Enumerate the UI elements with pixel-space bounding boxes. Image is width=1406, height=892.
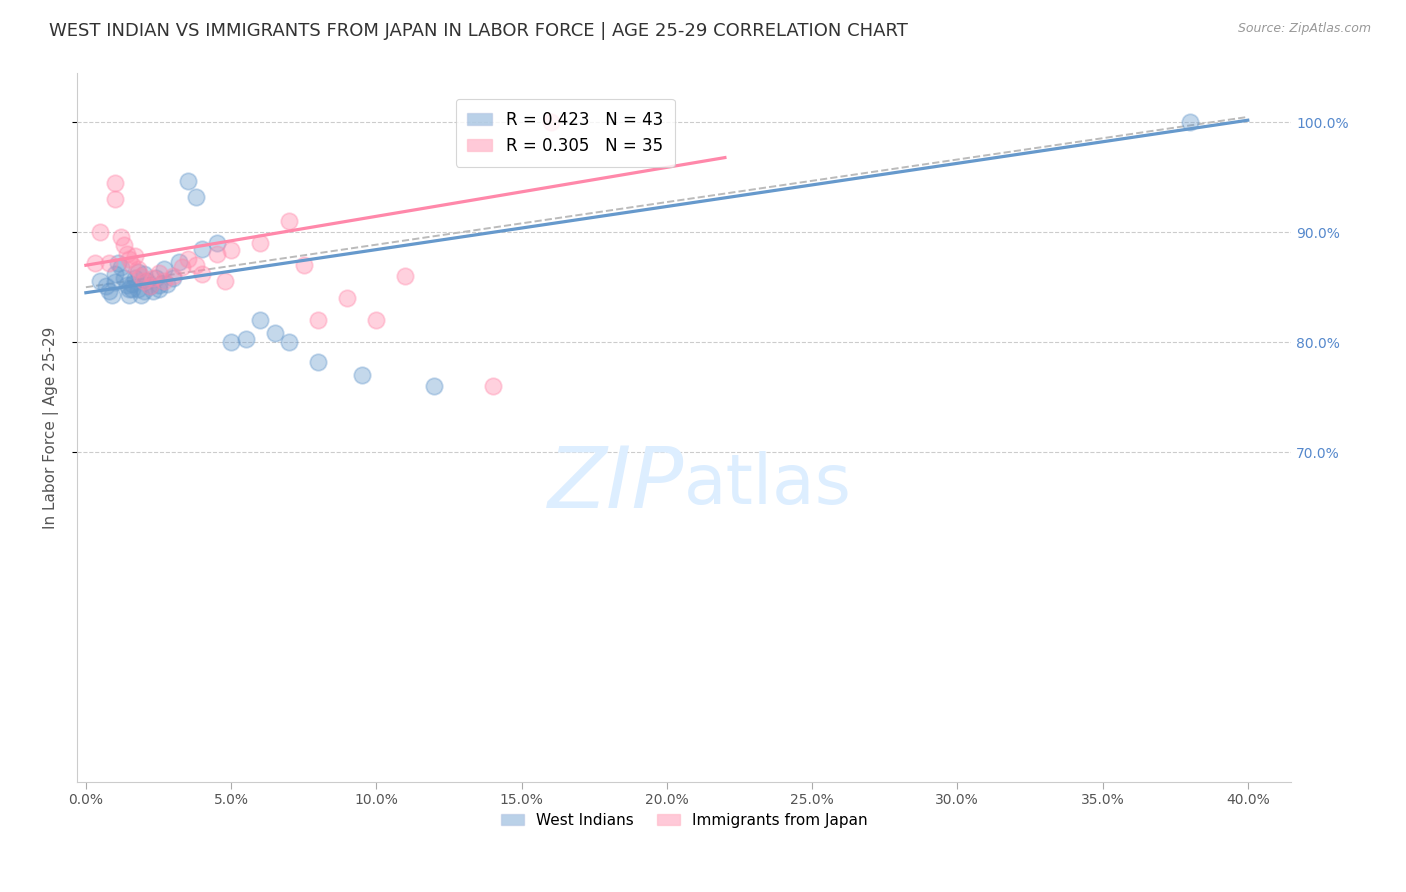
Point — [145, 271, 167, 285]
Point — [118, 282, 141, 296]
Point — [191, 242, 214, 256]
Point — [110, 229, 132, 244]
Point — [423, 379, 446, 393]
Point — [112, 271, 135, 285]
Point — [186, 190, 208, 204]
Point — [350, 368, 373, 383]
Point — [132, 274, 155, 288]
Point — [118, 252, 141, 266]
Point — [205, 236, 228, 251]
Point — [104, 267, 127, 281]
Point — [249, 236, 271, 251]
Point — [104, 176, 127, 190]
Point — [219, 243, 242, 257]
Point — [132, 267, 155, 281]
Legend: West Indians, Immigrants from Japan: West Indians, Immigrants from Japan — [495, 807, 873, 834]
Point — [89, 225, 111, 239]
Point — [115, 278, 138, 293]
Point — [121, 282, 143, 296]
Point — [104, 275, 127, 289]
Point — [139, 279, 162, 293]
Point — [142, 284, 165, 298]
Point — [112, 238, 135, 252]
Point — [153, 261, 176, 276]
Point — [540, 115, 562, 129]
Point — [278, 335, 301, 350]
Point — [307, 313, 329, 327]
Point — [263, 326, 285, 341]
Point — [170, 260, 193, 275]
Point — [121, 277, 143, 291]
Point — [101, 288, 124, 302]
Point — [176, 174, 198, 188]
Point — [186, 258, 208, 272]
Y-axis label: In Labor Force | Age 25-29: In Labor Force | Age 25-29 — [44, 326, 59, 528]
Point — [148, 278, 170, 293]
Point — [135, 274, 157, 288]
Point — [481, 379, 503, 393]
Point — [191, 267, 214, 281]
Point — [121, 258, 143, 272]
Point — [1178, 115, 1201, 129]
Point — [127, 261, 149, 276]
Point — [148, 282, 170, 296]
Point — [118, 288, 141, 302]
Point — [214, 274, 236, 288]
Point — [98, 256, 121, 270]
Point — [107, 256, 129, 270]
Text: WEST INDIAN VS IMMIGRANTS FROM JAPAN IN LABOR FORCE | AGE 25-29 CORRELATION CHAR: WEST INDIAN VS IMMIGRANTS FROM JAPAN IN … — [49, 22, 908, 40]
Point — [89, 274, 111, 288]
Point — [96, 279, 118, 293]
Point — [162, 271, 184, 285]
Point — [127, 282, 149, 296]
Point — [104, 192, 127, 206]
Point — [292, 258, 315, 272]
Point — [219, 335, 242, 350]
Point — [98, 284, 121, 298]
Point — [124, 250, 146, 264]
Point — [156, 277, 179, 291]
Point — [115, 247, 138, 261]
Point — [110, 260, 132, 275]
Point — [148, 266, 170, 280]
Point — [278, 214, 301, 228]
Point — [205, 247, 228, 261]
Point — [142, 271, 165, 285]
Point — [162, 269, 184, 284]
Point — [127, 265, 149, 279]
Point — [132, 284, 155, 298]
Point — [167, 255, 190, 269]
Point — [129, 269, 152, 284]
Point — [176, 252, 198, 266]
Point — [153, 274, 176, 288]
Text: ZIP: ZIP — [548, 442, 685, 525]
Point — [307, 355, 329, 369]
Text: atlas: atlas — [685, 450, 852, 517]
Point — [366, 313, 388, 327]
Point — [83, 256, 105, 270]
Point — [139, 279, 162, 293]
Point — [235, 332, 257, 346]
Point — [249, 313, 271, 327]
Point — [336, 291, 359, 305]
Point — [129, 288, 152, 302]
Point — [394, 269, 416, 284]
Point — [124, 271, 146, 285]
Text: Source: ZipAtlas.com: Source: ZipAtlas.com — [1237, 22, 1371, 36]
